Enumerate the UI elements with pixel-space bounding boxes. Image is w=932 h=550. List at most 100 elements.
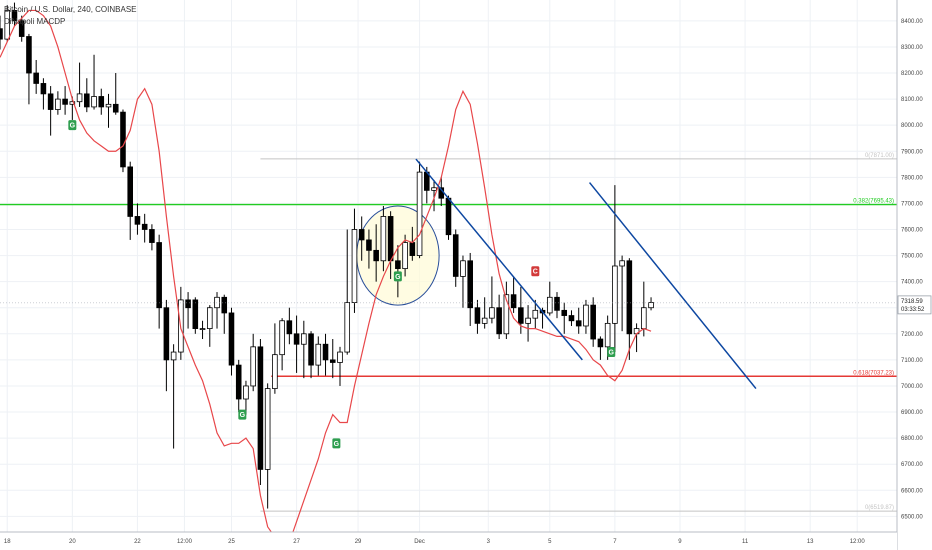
candle-body xyxy=(0,28,3,40)
candle-body xyxy=(619,260,625,267)
candle-body xyxy=(460,260,466,277)
candle-body xyxy=(402,242,408,270)
signal-marker xyxy=(68,120,77,131)
candle-body xyxy=(243,385,249,400)
candle-body xyxy=(235,364,242,400)
time-tick-label: 20 xyxy=(69,539,76,545)
candlestick-series xyxy=(0,2,654,509)
signal-marker-label: C xyxy=(533,269,538,276)
candle-body xyxy=(561,309,568,316)
time-tick-label: 25 xyxy=(228,539,235,545)
candle-body xyxy=(568,315,575,322)
candle-body xyxy=(286,320,293,335)
candle-body xyxy=(228,312,235,366)
signal-marker-label: G xyxy=(240,412,246,419)
candle-body xyxy=(199,328,206,330)
candle-body xyxy=(380,216,387,262)
candle-body xyxy=(105,103,112,108)
price-tick-label: 7900.00 xyxy=(901,149,923,155)
signal-marker xyxy=(332,438,341,449)
fib-level-label: 0(7871.00) xyxy=(865,153,894,159)
price-axis-background xyxy=(897,0,932,550)
candle-body xyxy=(554,296,560,311)
time-tick-label: 11 xyxy=(742,539,749,545)
last-price-tag: 7318.59 03:33:52 xyxy=(0,295,932,315)
candle-body xyxy=(626,260,633,335)
signal-markers: G G G G C G xyxy=(68,120,616,449)
candle-body xyxy=(366,239,372,251)
time-tick-label: 29 xyxy=(355,539,362,545)
candle-body xyxy=(452,234,459,277)
candle-body xyxy=(416,171,423,256)
candle-body xyxy=(156,242,162,309)
candle-body xyxy=(489,307,495,319)
candle-body xyxy=(141,223,148,230)
candle-body xyxy=(351,229,358,303)
last-price-countdown: 03:33:52 xyxy=(901,307,925,313)
last-price-box xyxy=(897,295,932,315)
candle-body xyxy=(532,309,539,319)
candle-body xyxy=(293,333,300,345)
candle-body xyxy=(250,346,256,387)
signal-marker xyxy=(238,409,247,420)
candle-body xyxy=(474,307,481,324)
candle-body xyxy=(358,229,365,241)
candle-body xyxy=(62,98,68,105)
candle-body xyxy=(583,304,589,327)
price-tick-label: 8000.00 xyxy=(901,123,923,129)
price-tick-label: 8100.00 xyxy=(901,97,923,103)
candle-body xyxy=(409,242,416,256)
candle-body xyxy=(84,93,90,108)
candle-body xyxy=(373,249,379,262)
candle-body xyxy=(590,304,596,340)
candle-body xyxy=(214,296,220,309)
fib-level-label: 0.618(7037.23) xyxy=(853,370,894,376)
signal-marker-label: G xyxy=(609,350,615,357)
candle-body xyxy=(387,216,394,262)
time-tick-label: 12:00 xyxy=(177,539,193,545)
price-tick-label: 6500.00 xyxy=(901,514,923,520)
candle-body xyxy=(308,333,314,366)
trendlines[interactable] xyxy=(415,158,757,390)
candle-body xyxy=(503,294,510,335)
candle-body xyxy=(344,302,351,353)
candle-body xyxy=(301,333,307,345)
price-tick-label: 8400.00 xyxy=(901,19,923,25)
candle-body xyxy=(112,103,119,113)
price-tick-label: 7400.00 xyxy=(901,280,923,286)
time-tick-label: 7 xyxy=(613,539,617,545)
signal-marker xyxy=(393,271,402,282)
fibonacci-levels[interactable]: 0.382(7695.43) 0.618(7037.23) 0(7871.00) 0(… xyxy=(0,153,897,512)
candle-body xyxy=(395,260,401,270)
candle-body xyxy=(597,338,604,348)
candle-body xyxy=(445,197,452,236)
price-axis[interactable]: 6500.00 6600.00 6700.00 6800.00 6900.00 7000.… xyxy=(896,0,932,550)
candle-body xyxy=(329,359,336,363)
candle-body xyxy=(98,96,105,108)
candle-body xyxy=(40,83,47,95)
candle-body xyxy=(648,302,654,309)
candle-body xyxy=(518,307,524,324)
candle-body xyxy=(257,346,264,470)
candle-body xyxy=(170,351,177,361)
candle-body xyxy=(11,10,18,22)
candle-body xyxy=(149,229,155,243)
candle-body xyxy=(612,265,618,324)
time-tick-label: 3 xyxy=(487,539,491,545)
candle-body xyxy=(525,317,531,324)
candle-body xyxy=(431,187,437,191)
time-axis-background xyxy=(0,532,897,550)
candle-body xyxy=(575,320,582,327)
candle-body xyxy=(641,307,647,329)
price-tick-label: 8300.00 xyxy=(901,45,923,51)
candle-body xyxy=(134,216,141,225)
time-axis[interactable]: 18 20 22 12:00 25 27 29 Dec 3 5 7 9 11 13 12:00 xyxy=(0,531,897,550)
price-tick-label: 7200.00 xyxy=(901,332,923,338)
signal-marker-label: G xyxy=(395,274,401,281)
price-tick-label: 7100.00 xyxy=(901,358,923,364)
candle-body xyxy=(279,320,285,356)
time-tick-label: 18 xyxy=(4,539,11,545)
candle-body xyxy=(4,10,11,40)
time-tick-label: 12:00 xyxy=(850,539,866,545)
